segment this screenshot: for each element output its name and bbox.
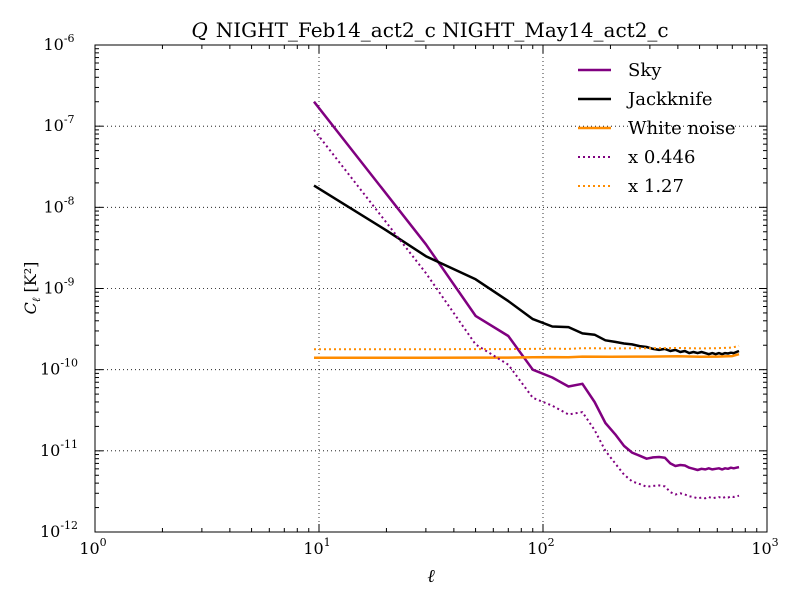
- series-line-white-noise: [314, 352, 740, 360]
- chart-title: Q NIGHT_Feb14_act2_c NIGHT_May14_act2_c: [191, 18, 668, 42]
- x-axis-label: ℓ: [427, 566, 435, 587]
- series-line-jackknife: [313, 184, 740, 356]
- series-line-sky: [313, 100, 740, 472]
- y-axis-label-unit: [K²]: [21, 262, 40, 293]
- y-tick-label-base: 10: [43, 279, 63, 298]
- x-tick-label-base: 10: [751, 539, 771, 558]
- y-tick-label-exp: -6: [64, 32, 75, 45]
- legend-label-x-1-27: x 1.27: [628, 176, 684, 197]
- series-group: [313, 100, 740, 500]
- chart-title-text: NIGHT_Feb14_act2_c NIGHT_May14_act2_c: [216, 18, 669, 42]
- y-tick-label-exp: -11: [60, 438, 78, 451]
- y-tick-label-base: 10: [40, 522, 60, 541]
- y-tick-label: 10-7: [43, 113, 74, 135]
- y-tick-label: 10-11: [40, 438, 78, 460]
- y-tick-label: 10-12: [40, 519, 78, 541]
- y-axis-label-sub: ℓ: [30, 297, 43, 302]
- y-axis-label-main: C: [21, 302, 40, 314]
- y-tick-label-exp: -7: [64, 113, 75, 126]
- y-axis-label: Cℓ [K²]: [21, 262, 43, 315]
- y-tick-label-base: 10: [40, 441, 60, 460]
- y-tick-label-exp: -10: [60, 357, 78, 370]
- x-tick-label-exp: 0: [100, 536, 107, 549]
- series-line-x-0-446: [313, 129, 740, 500]
- y-tick-label-base: 10: [43, 35, 63, 54]
- axis-ticks: [94, 44, 768, 533]
- legend-label-x-0-446: x 0.446: [628, 147, 695, 168]
- x-tick-label-base: 10: [303, 539, 323, 558]
- legend-label-jackknife: Jackknife: [626, 89, 713, 110]
- x-tick-label-exp: 3: [772, 536, 779, 549]
- x-tick-label: 101: [303, 536, 330, 558]
- legend-label-white-noise: White noise: [628, 118, 736, 139]
- x-tick-label: 103: [751, 536, 778, 558]
- y-tick-label-exp: -9: [64, 276, 75, 289]
- legend-label-sky: Sky: [628, 60, 662, 81]
- grid-lines: [95, 45, 767, 532]
- y-tick-label-exp: -8: [64, 194, 75, 207]
- chart-title-symbol: Q: [191, 18, 207, 42]
- y-tick-label: 10-8: [43, 194, 74, 216]
- y-tick-label: 10-6: [43, 32, 74, 54]
- x-tick-label-exp: 2: [548, 536, 555, 549]
- y-tick-label-base: 10: [40, 360, 60, 379]
- x-tick-label-base: 10: [527, 539, 547, 558]
- x-tick-label: 102: [527, 536, 554, 558]
- y-tick-label-base: 10: [43, 197, 63, 216]
- y-tick-label: 10-9: [43, 276, 74, 298]
- x-tick-label-exp: 1: [324, 536, 331, 549]
- y-tick-label-exp: -12: [60, 519, 78, 532]
- x-tick-label-base: 10: [79, 539, 99, 558]
- legend: Sky Jackknife White noise x 0.446 x 1.27: [578, 60, 736, 197]
- x-tick-label: 100: [79, 536, 106, 558]
- y-tick-label: 10-10: [40, 357, 78, 379]
- y-tick-label-base: 10: [43, 116, 63, 135]
- x-tick-labels: 100 101 102 103: [79, 536, 778, 558]
